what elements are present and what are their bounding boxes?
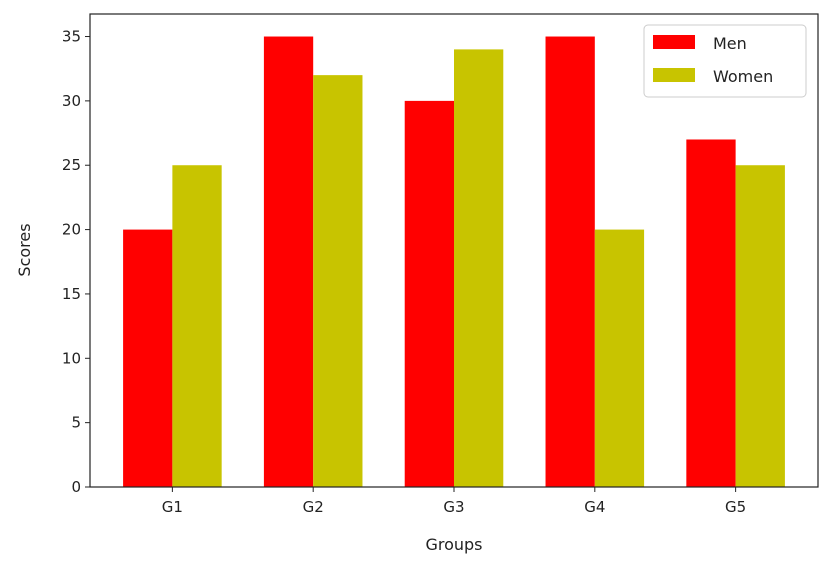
y-tick-label: 5 — [71, 414, 81, 432]
legend: Men Women — [643, 24, 807, 98]
y-tick-label: 10 — [62, 349, 81, 367]
y-tick-label: 15 — [62, 285, 81, 303]
bar-women-g5 — [735, 165, 785, 487]
x-tick-label: G4 — [584, 498, 605, 516]
x-tick-label: G1 — [162, 498, 183, 516]
y-tick-label: 30 — [62, 92, 81, 110]
x-axis-label: Groups — [425, 535, 482, 554]
bar-women-g1 — [172, 165, 222, 487]
legend-swatch-men — [653, 35, 695, 49]
bar-women-g3 — [454, 49, 504, 487]
x-tick-label: G2 — [303, 498, 324, 516]
legend-label-women: Women — [713, 67, 773, 86]
x-tick-label: G5 — [725, 498, 746, 516]
y-tick-label: 0 — [71, 478, 81, 496]
y-axis-label: Scores — [15, 223, 34, 276]
bar-men-g2 — [263, 36, 314, 488]
bar-men-g1 — [123, 229, 173, 488]
legend-label-men: Men — [713, 34, 747, 53]
y-tick-label: 35 — [62, 28, 81, 46]
y-tick-label: 20 — [62, 221, 81, 239]
legend-swatch-women — [653, 68, 695, 82]
y-tick-label: 25 — [62, 156, 81, 174]
bar-men-g4 — [545, 36, 595, 488]
bar-men-g3 — [404, 100, 454, 487]
x-tick-label: G3 — [443, 498, 464, 516]
bar-women-g2 — [313, 75, 363, 488]
bar-women-g4 — [594, 229, 645, 488]
bar-men-g5 — [686, 139, 736, 487]
